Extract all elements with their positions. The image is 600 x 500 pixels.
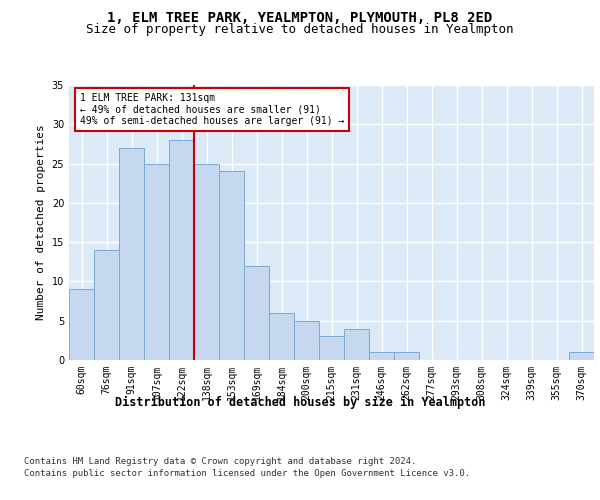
Text: Distribution of detached houses by size in Yealmpton: Distribution of detached houses by size … xyxy=(115,396,485,409)
Bar xyxy=(394,352,419,360)
Bar xyxy=(344,328,369,360)
Text: Contains HM Land Registry data © Crown copyright and database right 2024.
Contai: Contains HM Land Registry data © Crown c… xyxy=(24,457,470,478)
Bar xyxy=(294,320,319,360)
Text: 1 ELM TREE PARK: 131sqm
← 49% of detached houses are smaller (91)
49% of semi-de: 1 ELM TREE PARK: 131sqm ← 49% of detache… xyxy=(79,93,344,126)
Bar xyxy=(194,164,219,360)
Bar xyxy=(219,172,244,360)
Bar xyxy=(269,313,294,360)
Bar xyxy=(169,140,194,360)
Bar xyxy=(244,266,269,360)
Bar xyxy=(119,148,144,360)
Bar xyxy=(94,250,119,360)
Bar xyxy=(69,290,94,360)
Bar xyxy=(569,352,594,360)
Text: 1, ELM TREE PARK, YEALMPTON, PLYMOUTH, PL8 2ED: 1, ELM TREE PARK, YEALMPTON, PLYMOUTH, P… xyxy=(107,10,493,24)
Text: Size of property relative to detached houses in Yealmpton: Size of property relative to detached ho… xyxy=(86,22,514,36)
Y-axis label: Number of detached properties: Number of detached properties xyxy=(36,124,46,320)
Bar xyxy=(369,352,394,360)
Bar xyxy=(319,336,344,360)
Bar xyxy=(144,164,169,360)
